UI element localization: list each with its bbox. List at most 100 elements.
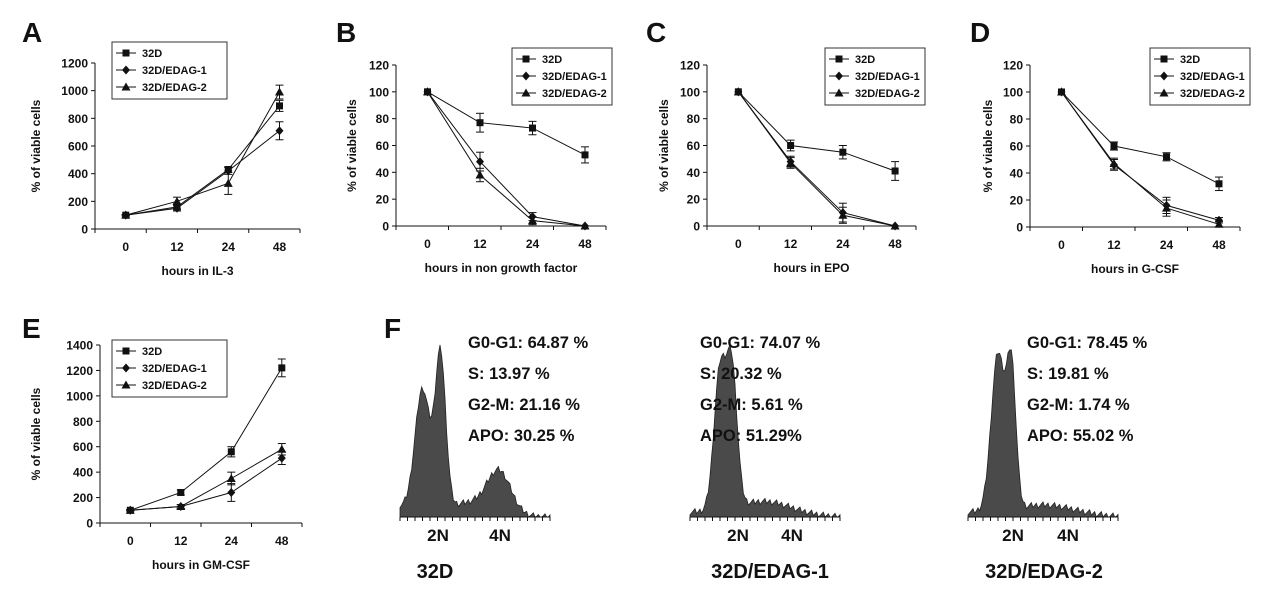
data-point <box>528 216 537 225</box>
data-point <box>125 505 135 514</box>
x-axis-label: hours in GM-CSF <box>152 558 250 572</box>
cell-cycle-stat: S: 13.97 % <box>468 365 550 383</box>
legend-marker <box>1160 71 1168 81</box>
series-32d-edag-2 <box>125 443 287 514</box>
y-tick-label: 100 <box>369 85 389 99</box>
data-point <box>1163 153 1170 161</box>
legend-entry: 32D/EDAG-2 <box>542 88 607 100</box>
legend-entry: 32D/EDAG-1 <box>855 71 920 83</box>
y-tick-label: 20 <box>1010 194 1024 208</box>
ploidy-label-4n: 4N <box>781 526 803 545</box>
legend-marker <box>122 347 130 355</box>
cell-cycle-stat: G2-M: 1.74 % <box>1027 396 1130 414</box>
y-axis-label: % of viable cells <box>29 99 43 192</box>
legend-entry: 32D <box>855 54 875 66</box>
legend-marker <box>522 55 530 63</box>
data-point <box>891 167 899 175</box>
x-tick-label: 0 <box>735 237 742 251</box>
cell-cycle-stat: G0-G1: 64.87 % <box>468 334 588 352</box>
legend-marker <box>1160 55 1168 63</box>
data-point <box>838 210 848 219</box>
series-line <box>130 367 283 511</box>
data-point <box>276 102 283 110</box>
ploidy-label-4n: 4N <box>489 526 511 545</box>
x-tick-label: 0 <box>1058 238 1065 252</box>
y-tick-label: 120 <box>1003 59 1023 73</box>
cell-cycle-stat: APO: 30.25 % <box>468 427 575 445</box>
histogram-area <box>689 343 841 518</box>
series-line <box>737 91 896 227</box>
panel-letter: A <box>22 17 42 48</box>
y-tick-label: 800 <box>73 415 93 429</box>
panel-f: F 2N 4N 32D G0-G1: 64.87 % S: 13.97 % G2-M: 21… <box>384 313 1147 583</box>
series-line <box>427 91 586 156</box>
series-32d-edag-1 <box>1057 87 1223 225</box>
y-tick-label: 200 <box>73 491 93 505</box>
legend-entry: 32D/EDAG-2 <box>1180 88 1245 100</box>
panel-letter: B <box>336 17 356 48</box>
cell-cycle-stat: G0-G1: 78.45 % <box>1027 334 1147 352</box>
chart-panel-c: C 0 20 40 60 80 100 120 0 12 24 48 hours in EPO % of … <box>646 17 926 275</box>
y-tick-label: 120 <box>680 59 700 73</box>
y-tick-label: 80 <box>687 112 701 126</box>
x-tick-label: 12 <box>473 237 487 251</box>
x-tick-label: 48 <box>578 237 592 251</box>
x-tick-label: 0 <box>127 534 134 548</box>
y-tick-label: 0 <box>382 220 389 234</box>
x-tick-label: 24 <box>526 237 540 251</box>
series-line <box>737 91 896 172</box>
ploidy-label-2n: 2N <box>427 526 449 545</box>
data-point <box>1057 87 1066 96</box>
data-point <box>581 151 589 159</box>
data-point <box>476 157 484 167</box>
y-tick-label: 1200 <box>66 364 93 378</box>
legend-entry: 32D <box>142 346 162 358</box>
y-tick-label: 800 <box>68 112 88 126</box>
legend: 32D 32D/EDAG-1 32D/EDAG-2 <box>1149 47 1251 106</box>
data-point <box>786 158 796 167</box>
data-point <box>121 210 131 219</box>
y-tick-label: 600 <box>73 440 93 454</box>
legend: 32D 32D/EDAG-1 32D/EDAG-2 <box>511 47 613 106</box>
x-tick-label: 48 <box>1212 238 1226 252</box>
data-point <box>787 142 795 149</box>
series-32d <box>121 99 284 219</box>
series-line <box>737 91 896 227</box>
data-point <box>278 364 286 372</box>
cell-cycle-stat: S: 20.32 % <box>700 365 782 383</box>
data-point <box>580 221 590 230</box>
legend-marker <box>834 88 844 97</box>
panel-letter: E <box>22 313 41 344</box>
sample-label: 32D/EDAG-1 <box>711 561 829 583</box>
sample-label: 32D/EDAG-2 <box>985 561 1103 583</box>
chart-panel-d: D 0 20 40 60 80 100 120 0 12 24 48 hours in G-CSF % o… <box>970 17 1251 276</box>
data-point <box>1110 142 1118 150</box>
legend-entry: 32D/EDAG-1 <box>142 65 207 77</box>
y-tick-label: 0 <box>86 517 93 531</box>
legend-entry: 32D/EDAG-1 <box>142 363 207 375</box>
data-point <box>275 126 284 136</box>
legend-marker <box>121 380 131 389</box>
x-tick-label: 0 <box>424 237 431 251</box>
y-tick-label: 0 <box>693 220 700 234</box>
y-axis-label: % of viable cells <box>657 99 671 192</box>
y-tick-label: 100 <box>680 85 700 99</box>
legend-marker <box>835 71 843 81</box>
data-point <box>227 448 235 456</box>
legend-entry: 32D <box>1180 54 1200 66</box>
panel-letter: F <box>384 313 401 344</box>
data-point <box>224 166 233 176</box>
data-point <box>1215 180 1223 188</box>
cell-cycle-stat: G2-M: 5.61 % <box>700 396 803 414</box>
data-point <box>275 87 284 96</box>
histogram-32d-edag-2: 2N 4N 32D/EDAG-2 G0-G1: 78.45 % S: 19.81 % G2… <box>967 334 1147 583</box>
legend-entry: 32D <box>542 54 562 66</box>
data-point <box>1214 219 1224 228</box>
data-point <box>476 119 484 127</box>
y-tick-label: 1400 <box>66 339 93 353</box>
series-line <box>427 91 586 227</box>
legend-marker <box>835 55 843 63</box>
data-point <box>176 501 186 510</box>
data-point <box>529 124 536 132</box>
